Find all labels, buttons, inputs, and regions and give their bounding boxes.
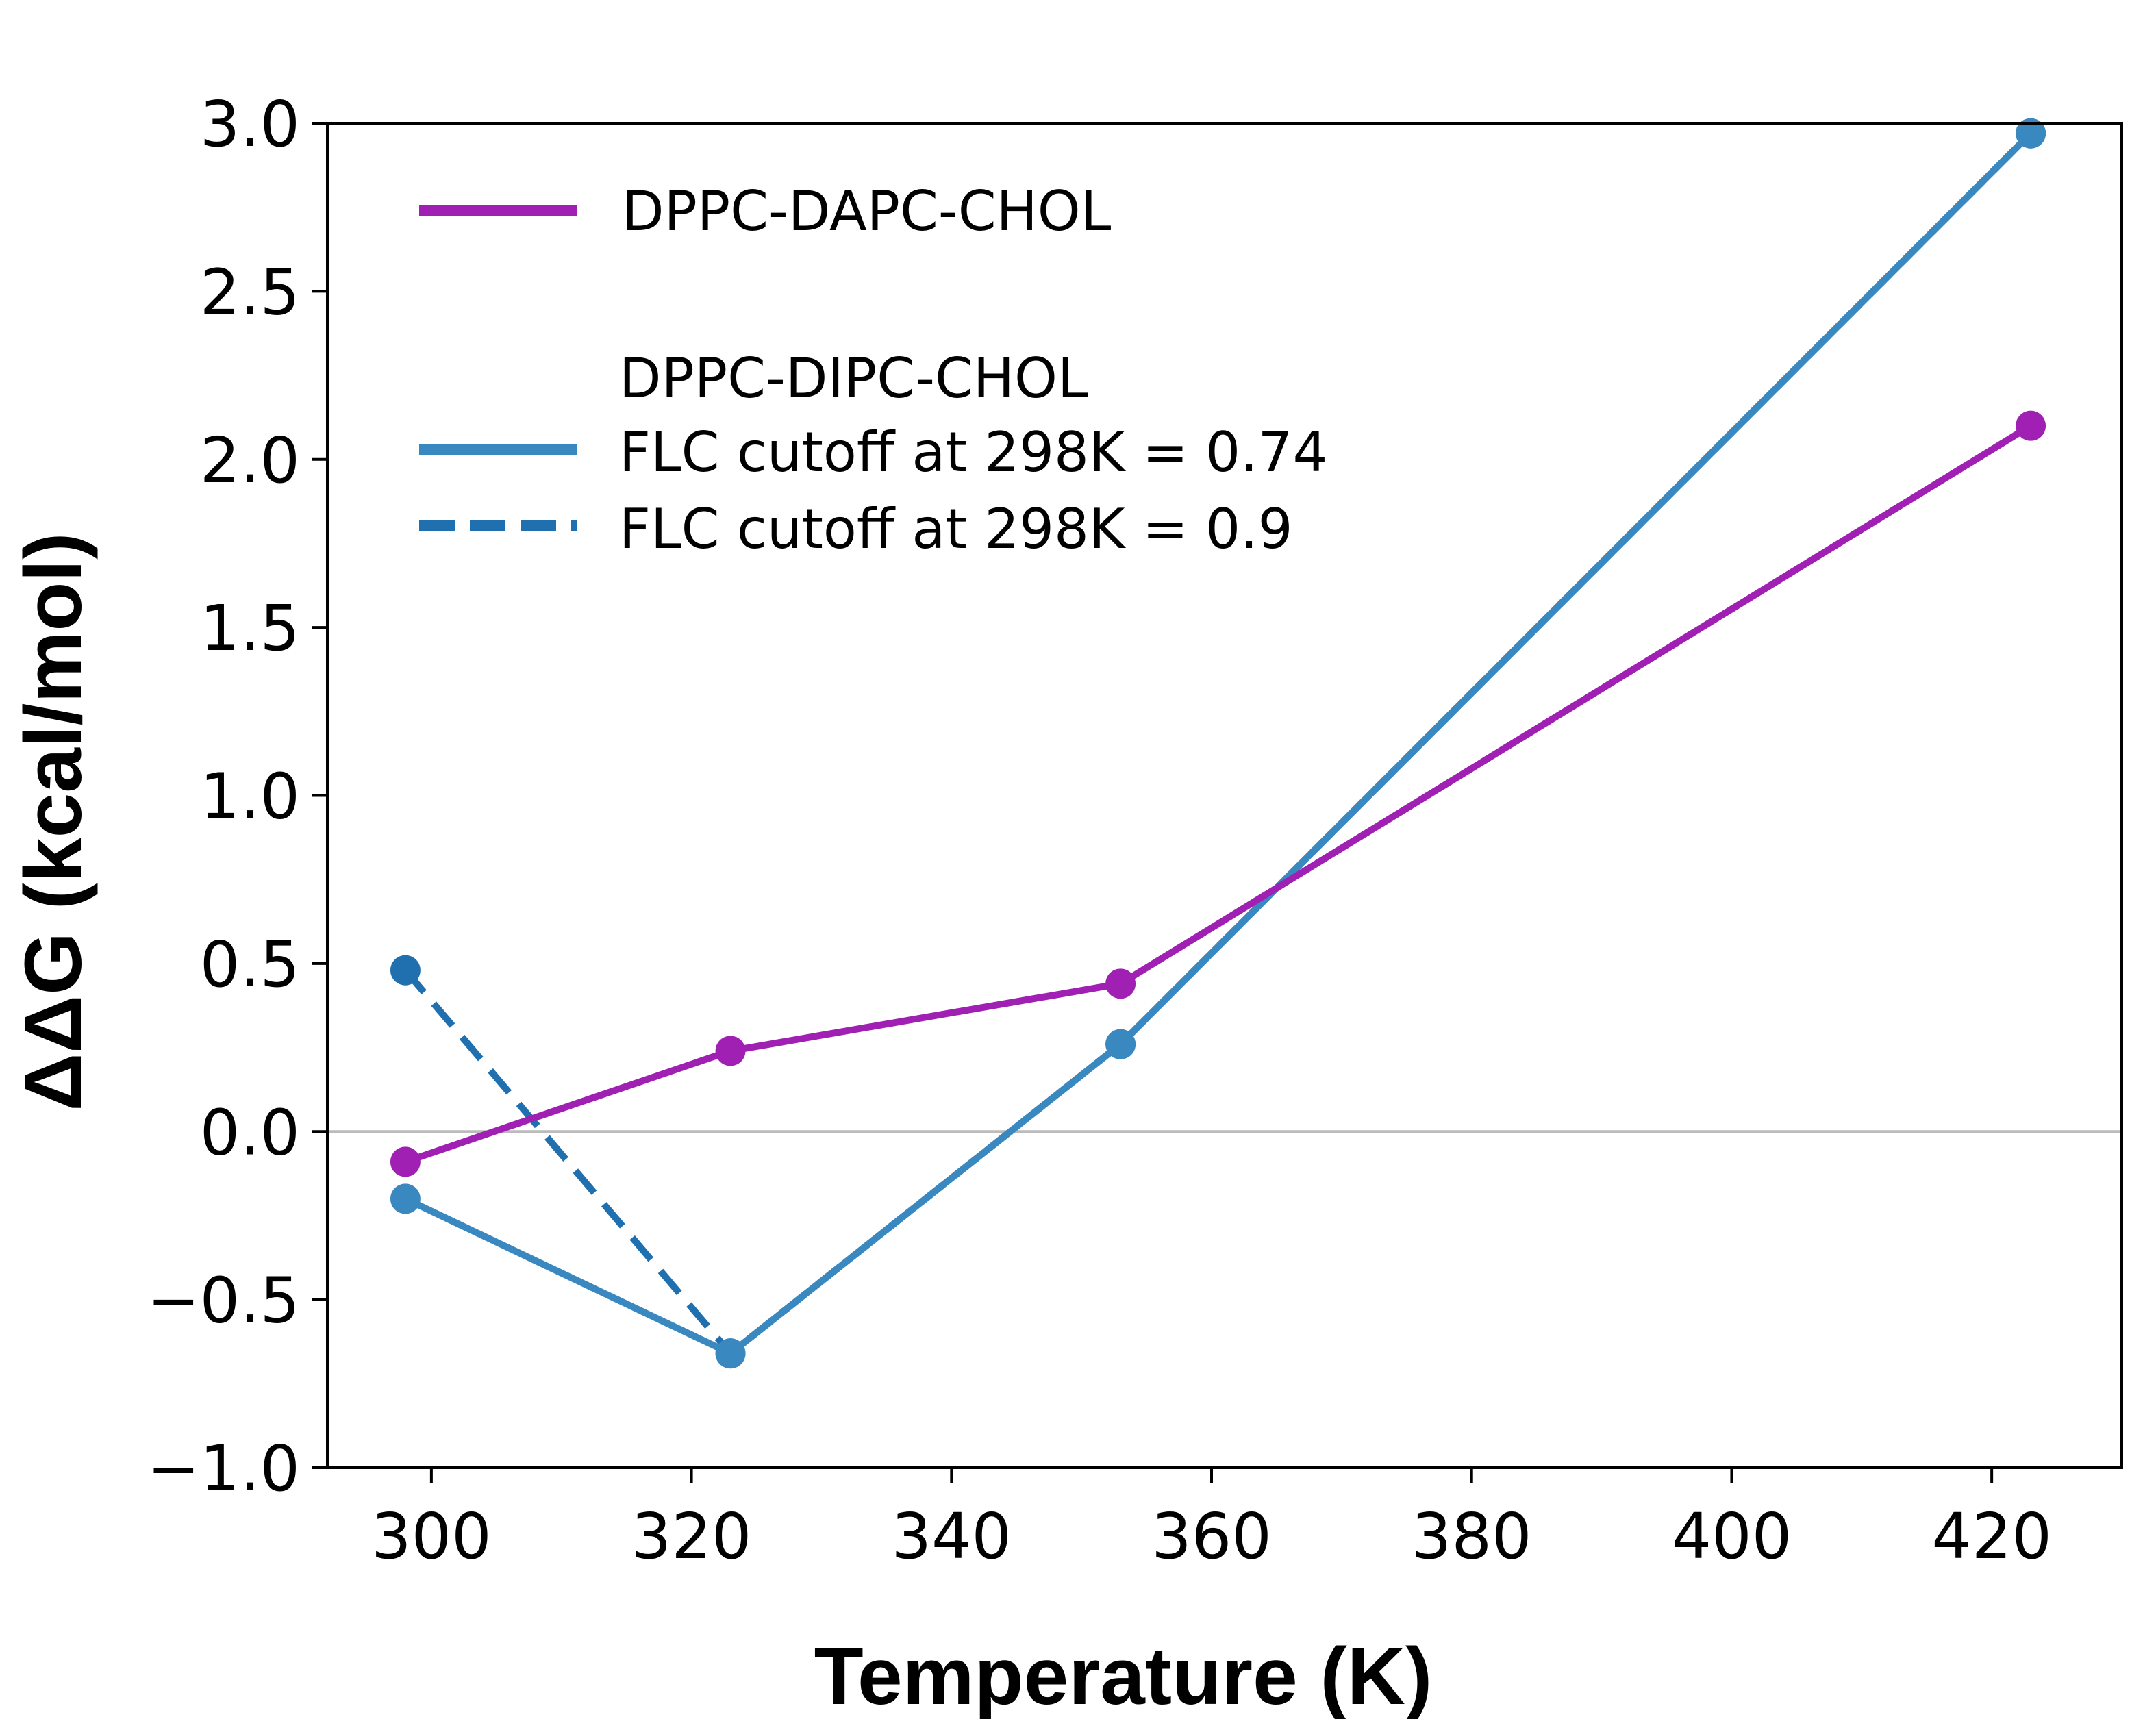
- series-dapc-point: [1105, 968, 1136, 999]
- y-axis: −1.0 −0.5 0.0 0.5 1.0 1.5 2.0 2.5 3.0: [147, 88, 327, 1505]
- series-flc-074: [390, 118, 2046, 1369]
- series-flc-074-point: [2016, 118, 2046, 149]
- x-tick-label: 420: [1931, 1500, 2052, 1573]
- legend-label-dapc: DPPC-DAPC-CHOL: [622, 179, 1112, 243]
- y-tick-label: 0.0: [200, 1096, 300, 1169]
- x-tick-label: 400: [1672, 1500, 1792, 1573]
- y-tick-label: 3.0: [200, 88, 300, 161]
- x-axis: 300 320 340 360 380 400 420: [371, 1468, 2052, 1573]
- series-dapc-point: [2016, 410, 2046, 441]
- series-flc-074-point: [1105, 1029, 1136, 1059]
- y-tick-label: −1.0: [147, 1432, 300, 1505]
- y-tick-label: −0.5: [147, 1264, 300, 1338]
- x-tick-label: 300: [371, 1500, 492, 1573]
- series-flc-074-point: [715, 1338, 746, 1369]
- y-axis-title: ΔΔG (kcal/mol): [8, 532, 99, 1111]
- y-tick-label: 1.0: [200, 760, 300, 833]
- legend-group-title: DPPC-DIPC-CHOL: [619, 347, 1088, 410]
- x-tick-label: 320: [631, 1500, 752, 1573]
- x-tick-label: 340: [891, 1500, 1012, 1573]
- y-tick-label: 1.5: [200, 592, 300, 665]
- series-dapc-point: [715, 1036, 746, 1066]
- series-layer: [390, 118, 2046, 1369]
- x-tick-label: 380: [1412, 1500, 1532, 1573]
- x-tick-label: 360: [1151, 1500, 1272, 1573]
- y-tick-label: 2.5: [200, 255, 300, 329]
- y-tick-label: 0.5: [200, 928, 300, 1001]
- series-dapc: [390, 410, 2046, 1177]
- y-tick-label: 2.0: [200, 424, 300, 497]
- legend-label-flc-074: FLC cutoff at 298K = 0.74: [619, 421, 1327, 484]
- series-dapc-line: [404, 423, 2033, 1166]
- x-axis-title: Temperature (K): [814, 1631, 1433, 1719]
- series-flc-074-line: [403, 131, 2033, 1357]
- series-dapc-point: [390, 1146, 421, 1177]
- legend: DPPC-DAPC-CHOL DPPC-DIPC-CHOL FLC cutoff…: [419, 179, 1327, 561]
- series-flc-09-point: [390, 955, 421, 986]
- legend-label-flc-09: FLC cutoff at 298K = 0.9: [619, 497, 1293, 561]
- series-flc-074-point: [390, 1183, 421, 1214]
